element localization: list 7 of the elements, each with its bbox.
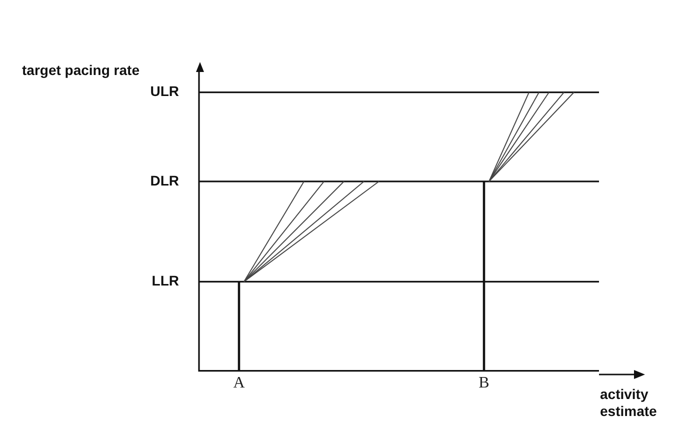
ref-line-label: LLR <box>152 272 179 289</box>
x-tick-label: A <box>233 374 246 392</box>
y-axis-title: target pacing rate <box>22 62 140 78</box>
ref-line-label: DLR <box>150 172 179 188</box>
ref-line-label: ULR <box>150 83 179 100</box>
x-tick-label: B <box>478 374 490 392</box>
x-axis-title: activity estimate <box>600 386 658 420</box>
